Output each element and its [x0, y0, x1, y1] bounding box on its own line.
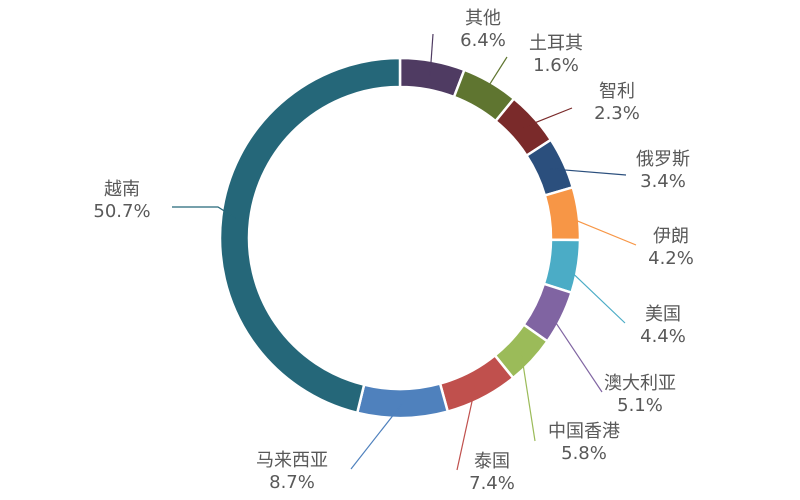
slice-越南: [218, 56, 402, 415]
leader-line-土耳其: [482, 56, 508, 96]
slice-name-label: 俄罗斯: [636, 149, 690, 170]
slice-percent-label: 3.4%: [640, 171, 686, 192]
slice-percent-label: 8.7%: [269, 472, 315, 493]
leader-line-美国: [562, 263, 626, 324]
slice-percent-label: 5.1%: [617, 395, 663, 416]
slice-伊朗: [543, 185, 582, 242]
leader-line-澳大利亚: [547, 311, 603, 393]
leader-line-中国香港: [520, 350, 536, 442]
slice-name-label: 其他: [465, 8, 501, 29]
slice-name-label: 智利: [599, 81, 635, 102]
slice-name-label: 马来西亚: [256, 450, 328, 471]
leader-line-俄罗斯: [550, 168, 627, 176]
slice-name-label: 越南: [104, 179, 140, 200]
slice-其他: [398, 56, 466, 99]
slice-name-label: 伊朗: [653, 226, 689, 247]
slice-percent-label: 7.4%: [469, 473, 515, 494]
slice-马来西亚: [355, 382, 450, 420]
slice-percent-label: 5.8%: [561, 443, 607, 464]
slice-name-label: 澳大利亚: [604, 373, 676, 394]
leader-line-泰国: [456, 385, 477, 471]
slice-percent-label: 50.7%: [93, 201, 150, 222]
slice-percent-label: 1.6%: [533, 55, 579, 76]
leader-line-伊朗: [563, 214, 637, 246]
slice-percent-label: 4.4%: [640, 326, 686, 347]
leader-line-越南: [172, 206, 237, 219]
leader-line-智利: [522, 107, 573, 129]
slice-name-label: 中国香港: [548, 421, 620, 442]
slice-percent-label: 4.2%: [648, 248, 694, 269]
slice-name-label: 土耳其: [529, 33, 583, 54]
slice-name-label: 美国: [645, 304, 681, 325]
slice-name-label: 泰国: [474, 451, 510, 472]
leader-line-马来西亚: [350, 403, 403, 470]
slice-泰国: [438, 353, 515, 414]
slice-percent-label: 2.3%: [594, 103, 640, 124]
leader-line-其他: [429, 33, 434, 76]
slice-percent-label: 6.4%: [460, 30, 506, 51]
donut-slices: [218, 56, 582, 420]
